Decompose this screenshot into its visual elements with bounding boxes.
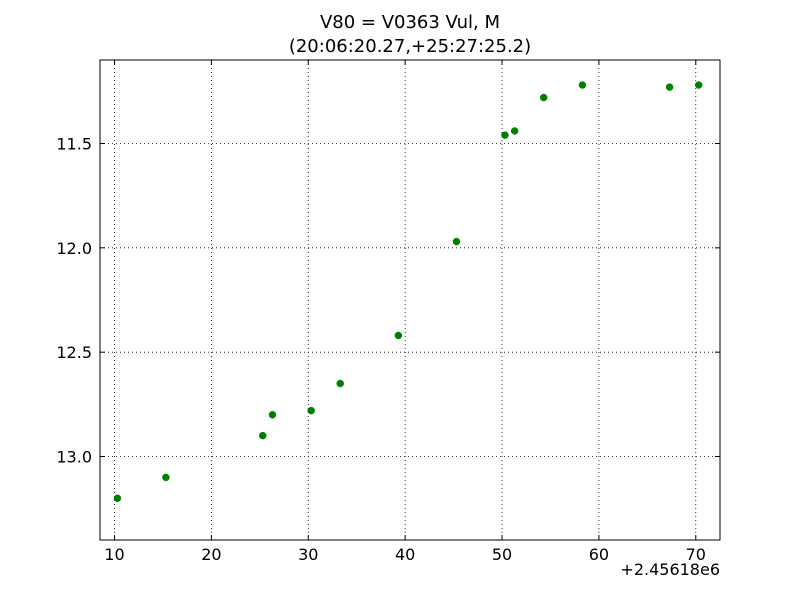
y-tick-label: 13.0 — [56, 448, 92, 467]
y-tick-label: 12.5 — [56, 343, 92, 362]
x-tick-label: 50 — [492, 545, 512, 564]
data-point — [578, 81, 587, 89]
data-point — [694, 81, 703, 89]
data-point — [259, 431, 267, 440]
x-axis-offset-label: +2.45618e6 — [620, 560, 720, 579]
y-tick-label: 12.0 — [56, 239, 92, 258]
data-point — [539, 93, 548, 102]
chart-subtitle: (20:06:20.27,+25:27:25.2) — [288, 36, 532, 57]
plot-frame — [99, 59, 721, 541]
data-points — [113, 81, 703, 503]
data-point — [501, 131, 509, 139]
x-tick-label: 20 — [201, 545, 221, 564]
data-point — [452, 237, 461, 246]
chart-title: V80 = V0363 Vul, M — [319, 12, 501, 33]
y-tick-label: 11.5 — [56, 134, 92, 153]
data-point — [394, 331, 403, 340]
data-point — [113, 494, 122, 503]
data-point — [268, 411, 277, 419]
x-tick-label: 70 — [686, 545, 706, 564]
x-tick-label: 40 — [395, 545, 415, 564]
tick-marks — [100, 60, 720, 540]
x-tick-label: 10 — [104, 545, 124, 564]
grid-lines — [100, 60, 720, 540]
data-point — [162, 473, 170, 482]
x-tick-label: 60 — [589, 545, 609, 564]
data-point — [307, 406, 315, 415]
x-tick-label: 30 — [298, 545, 318, 564]
data-point — [510, 127, 519, 135]
tick-labels: 10 20 30 40 50 60 70 11.5 12.0 12.5 13.0 — [56, 134, 706, 564]
data-point — [336, 379, 344, 388]
data-point — [665, 83, 674, 91]
